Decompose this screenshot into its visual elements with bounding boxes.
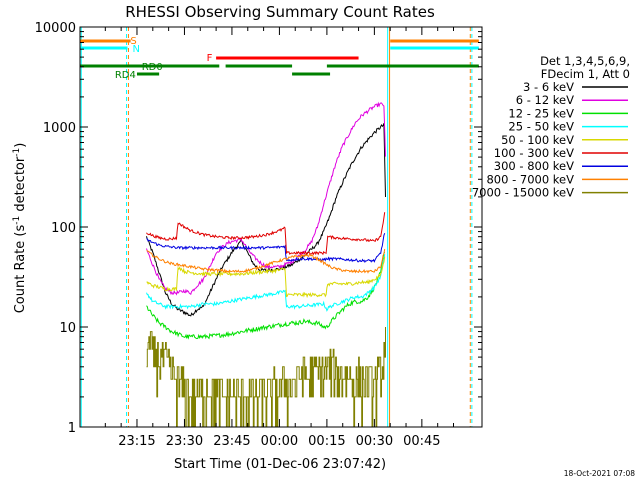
y-tick-label-2: 100 — [51, 221, 76, 236]
legend-header-2: FDecim 1, Att 0 — [541, 67, 630, 81]
x-tick-label-0: 23:15 — [118, 434, 155, 449]
legend-header-1: Det 1,3,4,5,6,9, — [540, 54, 630, 68]
legend-label-7: 800 - 7000 keV — [486, 172, 574, 186]
y-tick-label-0: 1 — [68, 421, 76, 436]
chart-title: RHESSI Observing Summary Count Rates — [125, 3, 435, 21]
x-tick-label-4: 00:15 — [308, 434, 345, 449]
flag-label-s: S — [130, 36, 136, 47]
y-axis-label: Count Rate (s-1 detector-1) — [12, 143, 28, 314]
x-tick-label-2: 23:45 — [213, 434, 250, 449]
axes: 23:15 23:30 23:45 00:00 00:15 00:30 00:45 1 10 10… — [35, 21, 483, 449]
series-line-7 — [146, 248, 386, 274]
x-tick-label-1: 23:30 — [166, 434, 203, 449]
y-tick-label-4: 10000 — [35, 21, 76, 36]
series-line-6 — [146, 233, 386, 264]
flag-label-n: N — [133, 44, 140, 55]
legend-label-6: 300 - 800 keV — [494, 159, 574, 173]
flag-label-rd0: RD0 — [142, 62, 163, 73]
legend-label-4: 50 - 100 keV — [501, 133, 574, 147]
flag-rd0: RD0 — [80, 62, 479, 73]
series-line-8 — [146, 327, 386, 428]
flag-f: F — [207, 53, 359, 64]
legend-label-3: 25 - 50 keV — [508, 120, 574, 134]
series-line-2 — [146, 251, 386, 340]
legend-label-8: 7000 - 15000 keV — [472, 186, 574, 200]
x-tick-label-5: 00:30 — [356, 434, 393, 449]
legend-label-0: 3 - 6 keV — [523, 80, 574, 94]
legend-label-2: 12 - 25 keV — [508, 106, 574, 120]
plot-frame — [79, 26, 483, 428]
series-line-3 — [146, 254, 386, 312]
footer-timestamp: 18-Oct-2021 07:08 — [564, 469, 635, 478]
x-axis-label: Start Time (01-Dec-06 23:07:42) — [174, 457, 386, 472]
x-tick-label-3: 00:00 — [261, 434, 298, 449]
y-tick-label-3: 1000 — [43, 121, 76, 136]
flag-n: N — [80, 44, 479, 55]
flag-bars: SN F RD0 RD4 — [80, 36, 479, 81]
flag-label-rd4: RD4 — [115, 70, 136, 81]
legend-label-1: 6 - 12 keV — [516, 93, 574, 107]
x-tick-label-6: 00:45 — [403, 434, 440, 449]
plot-area — [80, 27, 473, 428]
flag-label-f: F — [207, 53, 213, 64]
flag-rd4: RD4 — [115, 70, 331, 81]
legend-label-5: 100 - 300 keV — [494, 146, 574, 160]
series-line-4 — [146, 256, 386, 299]
legend: Det 1,3,4,5,6,9, FDecim 1, Att 0 3 - 6 k… — [472, 54, 630, 200]
flag-s: S — [80, 36, 479, 47]
series-line-5 — [146, 212, 386, 256]
series-line-0 — [146, 123, 386, 317]
y-tick-label-1: 10 — [59, 321, 76, 336]
